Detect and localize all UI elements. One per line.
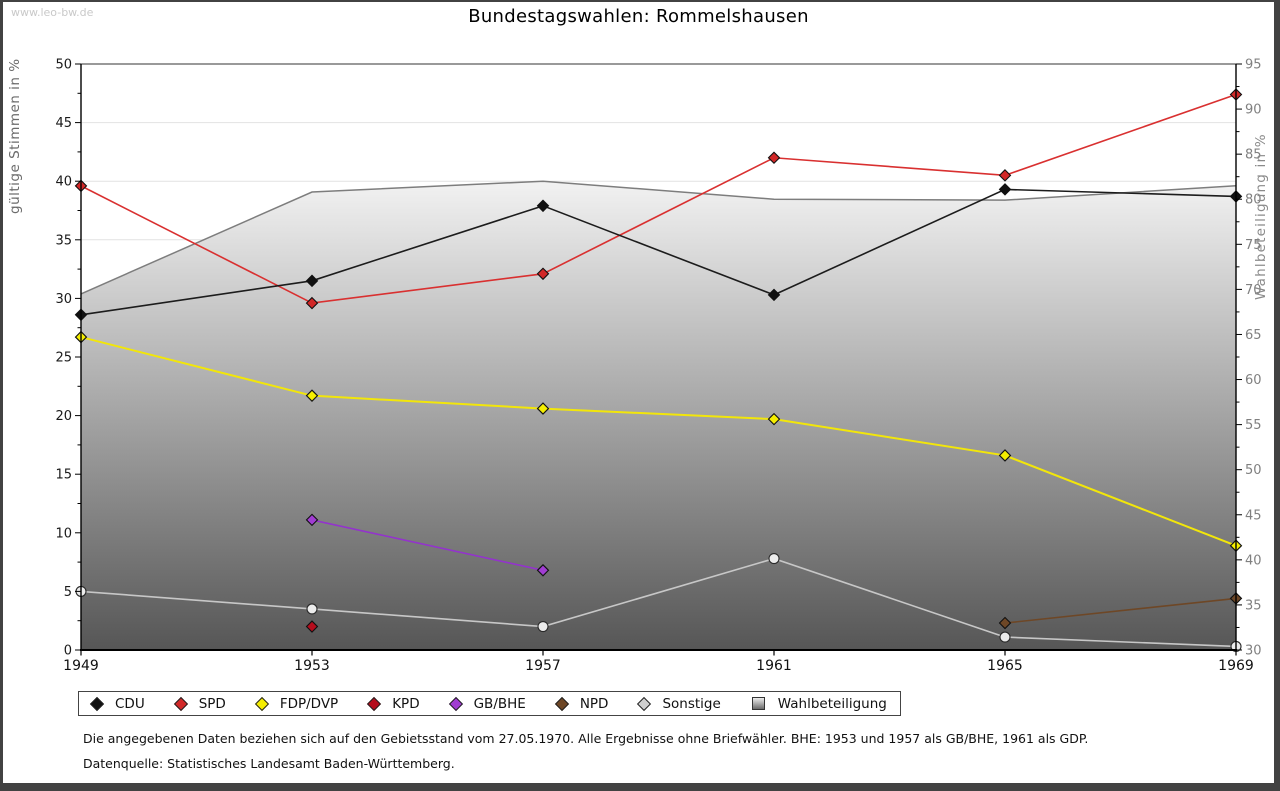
footnote-data-source: Datenquelle: Statistisches Landesamt Bad… xyxy=(83,756,455,771)
line-gb-bhe xyxy=(311,519,544,572)
axis-tick-label: 30 xyxy=(1245,644,1262,659)
marker-fdp-dvp xyxy=(767,412,781,426)
marker-fdp-dvp xyxy=(305,389,319,402)
legend-item-sonstige: Sonstige xyxy=(637,695,721,712)
axis-tick-label: 30 xyxy=(55,292,72,307)
marker-spd xyxy=(767,151,781,165)
marker-gb-bhe xyxy=(305,513,319,527)
axis-tick-label: 45 xyxy=(1245,508,1262,523)
axis-tick-label: 55 xyxy=(1245,418,1262,433)
axis-tick-label: 5 xyxy=(64,585,72,600)
legend-item-spd: SPD xyxy=(173,695,226,712)
x-tick-label-1969: 1969 xyxy=(1218,658,1254,674)
legend-label: KPD xyxy=(392,695,420,712)
chart-legend: CDU SPD FDP/DVP KPD GB/BHE NPD Sonstige Wahlbet… xyxy=(78,691,901,716)
legend-label: FDP/DVP xyxy=(279,695,339,712)
axis-tick-label: 45 xyxy=(55,116,72,131)
legend-label: NPD xyxy=(579,695,609,712)
line-cdu xyxy=(80,188,1237,316)
marker-gb-bhe xyxy=(536,564,550,577)
axis-tick-label: 20 xyxy=(55,409,72,424)
legend-item-wahlbeteiligung: Wahlbeteiligung xyxy=(751,695,887,712)
axis-tick-label: 70 xyxy=(1245,283,1262,298)
legend-label: Sonstige xyxy=(662,695,721,712)
line-fdp-dvp xyxy=(80,336,1237,547)
left-axis-title: gültige Stimmen in % xyxy=(7,58,23,214)
marker-kpd xyxy=(305,620,319,633)
marker-sonstige xyxy=(306,603,318,615)
legend-diamond-icon xyxy=(254,696,269,711)
axis-tick-label: 90 xyxy=(1245,103,1262,118)
line-npd xyxy=(1004,597,1237,624)
axis-tick-label: 50 xyxy=(55,58,72,73)
chart-title: Bundestagswahlen: Rommelshausen xyxy=(468,6,809,27)
axis-tick-label: 80 xyxy=(1245,193,1262,208)
marker-fdp-dvp xyxy=(998,449,1012,462)
marker-cdu xyxy=(305,274,319,288)
axis-tick-label: 35 xyxy=(55,233,72,248)
x-tick-label-1957: 1957 xyxy=(525,658,561,674)
election-line-chart: 0 5 10 15 20 25 30 35 40 45 50 30 35 40 45 50 55 60 65 70 75… xyxy=(7,58,1269,675)
x-tick-label-1961: 1961 xyxy=(756,658,792,674)
axis-tick-label: 15 xyxy=(55,468,72,483)
axis-tick-label: 95 xyxy=(1245,58,1262,73)
legend-diamond-icon xyxy=(89,696,105,711)
legend-diamond-icon xyxy=(637,696,652,711)
legend-label: CDU xyxy=(115,695,145,712)
legend-diamond-icon xyxy=(448,696,463,711)
area-border-wahlbeteiligung xyxy=(80,180,1237,295)
marker-spd xyxy=(536,267,550,281)
legend-label: Wahlbeteiligung xyxy=(777,695,887,712)
legend-diamond-icon xyxy=(554,696,569,711)
right-axis-title: Wahlbeteiligung in % xyxy=(1253,133,1269,300)
marker-spd xyxy=(305,296,319,310)
marker-fdp-dvp xyxy=(536,402,550,415)
axis-tick-label: 10 xyxy=(55,526,72,541)
x-tick-label-1949: 1949 xyxy=(63,658,99,674)
axis-tick-label: 0 xyxy=(64,644,72,659)
legend-item-gb-bhe: GB/BHE xyxy=(448,695,526,712)
axis-tick-label: 85 xyxy=(1245,148,1262,163)
axis-tick-label: 50 xyxy=(1245,463,1262,478)
footnote-data-basis: Die angegebenen Daten beziehen sich auf … xyxy=(83,731,1089,746)
axis-tick-label: 75 xyxy=(1245,238,1262,253)
line-sonstige xyxy=(80,557,1237,648)
marker-cdu xyxy=(998,183,1012,196)
marker-cdu xyxy=(536,199,550,213)
axis-tick-label: 25 xyxy=(55,351,72,366)
line-spd xyxy=(80,93,1237,304)
x-tick-label-1965: 1965 xyxy=(987,658,1023,674)
site-watermark: www.leo-bw.de xyxy=(11,6,94,19)
legend-item-fdp-dvp: FDP/DVP xyxy=(254,695,339,712)
legend-item-npd: NPD xyxy=(554,695,609,712)
marker-npd xyxy=(998,616,1012,630)
legend-item-kpd: KPD xyxy=(367,695,420,712)
marker-sonstige xyxy=(537,621,549,633)
legend-diamond-icon xyxy=(367,696,382,711)
x-tick-label-1953: 1953 xyxy=(294,658,330,674)
marker-sonstige xyxy=(768,553,780,565)
legend-label: GB/BHE xyxy=(473,695,526,712)
marker-spd xyxy=(998,169,1012,182)
axis-tick-label: 35 xyxy=(1245,598,1262,613)
legend-square-icon xyxy=(751,697,765,710)
legend-label: SPD xyxy=(198,695,226,712)
axis-tick-label: 40 xyxy=(1245,553,1262,568)
legend-item-cdu: CDU xyxy=(89,695,145,712)
axis-tick-label: 40 xyxy=(55,175,72,190)
area-wahlbeteiligung xyxy=(81,181,1236,650)
axis-tick-label: 60 xyxy=(1245,373,1262,388)
axis-tick-label: 65 xyxy=(1245,328,1262,343)
marker-sonstige xyxy=(999,631,1011,643)
legend-diamond-icon xyxy=(173,696,188,711)
marker-cdu xyxy=(767,288,781,302)
